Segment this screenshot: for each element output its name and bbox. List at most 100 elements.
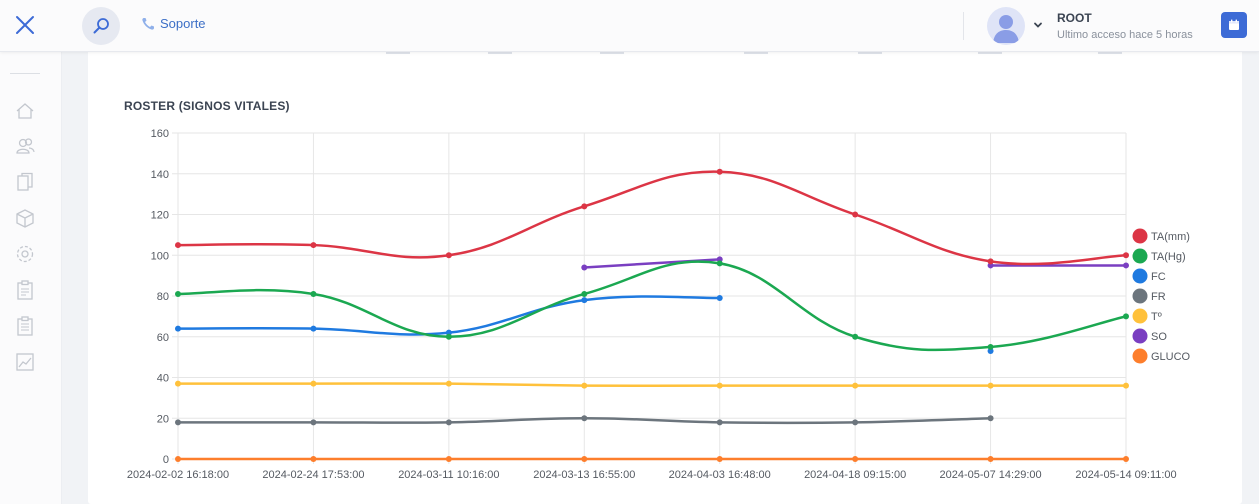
legend-marker xyxy=(1132,268,1148,284)
data-point xyxy=(852,382,859,389)
box-icon[interactable] xyxy=(14,207,36,229)
data-point xyxy=(987,258,994,265)
data-point xyxy=(852,211,859,218)
user-name: ROOT xyxy=(1057,11,1092,25)
support-link[interactable]: Soporte xyxy=(141,16,206,31)
data-point xyxy=(852,333,859,340)
data-point xyxy=(445,252,452,259)
user-avatar[interactable] xyxy=(987,7,1025,45)
chevron-down-icon[interactable] xyxy=(1032,18,1044,30)
data-point xyxy=(175,380,181,387)
data-point xyxy=(310,242,317,249)
tab-indicator xyxy=(744,52,768,54)
sidebar xyxy=(0,52,62,504)
tab-indicator xyxy=(978,52,1002,54)
data-point xyxy=(445,333,452,340)
data-point xyxy=(310,290,317,297)
data-point xyxy=(852,456,859,462)
legend-marker xyxy=(1132,288,1148,304)
tab-indicator xyxy=(600,52,624,54)
data-point xyxy=(987,382,994,389)
legend-marker xyxy=(1132,328,1148,344)
legend-label: SO xyxy=(1151,331,1167,343)
data-point xyxy=(987,343,994,350)
calendar-button[interactable] xyxy=(1221,12,1247,38)
data-point xyxy=(581,382,588,389)
data-point xyxy=(310,419,317,426)
y-tick-label: 0 xyxy=(163,454,169,466)
tab-indicator xyxy=(488,52,512,54)
gear-icon[interactable] xyxy=(14,243,36,265)
chart-line-icon[interactable] xyxy=(14,351,36,373)
legend-label: TA(Hg) xyxy=(1151,251,1186,263)
y-tick-label: 100 xyxy=(151,250,169,262)
data-point xyxy=(175,419,181,426)
series-line xyxy=(178,382,1126,388)
legend-label: TA(mm) xyxy=(1151,231,1190,243)
legend-marker xyxy=(1132,308,1148,324)
data-point xyxy=(581,264,588,271)
data-point xyxy=(716,295,723,302)
x-tick-label: 2024-03-11 10:16:00 xyxy=(398,469,499,481)
y-tick-label: 120 xyxy=(151,210,169,222)
data-point xyxy=(1123,313,1129,320)
data-point xyxy=(445,380,452,387)
header-divider xyxy=(963,12,964,40)
data-point xyxy=(445,456,452,462)
x-tick-label: 2024-02-24 17:53:00 xyxy=(262,469,364,481)
support-label: Soporte xyxy=(160,16,206,31)
data-point xyxy=(310,380,317,387)
data-point xyxy=(987,456,994,462)
close-icon[interactable] xyxy=(12,12,38,38)
data-point xyxy=(175,325,181,332)
data-point xyxy=(175,456,181,462)
data-point xyxy=(716,260,723,267)
data-point xyxy=(716,382,723,389)
legend-label: Tº xyxy=(1151,311,1162,323)
home-icon[interactable] xyxy=(14,100,36,122)
users-icon[interactable] xyxy=(14,135,36,157)
tab-indicator xyxy=(386,52,410,54)
chart-card xyxy=(88,52,1242,504)
phone-icon xyxy=(142,17,154,30)
legend-marker xyxy=(1132,248,1148,264)
data-point xyxy=(1123,262,1129,269)
data-point xyxy=(581,415,588,422)
y-tick-label: 160 xyxy=(151,128,169,140)
x-tick-label: 2024-03-13 16:55:00 xyxy=(533,469,635,481)
tab-indicator xyxy=(1098,52,1122,54)
clipboard-icon[interactable] xyxy=(14,279,36,301)
y-tick-label: 20 xyxy=(157,413,169,425)
legend-label: FR xyxy=(1151,291,1166,303)
chart-title: ROSTER (SIGNOS VITALES) xyxy=(124,99,290,113)
data-point xyxy=(716,456,723,462)
tab-indicator xyxy=(858,52,882,54)
calendar-icon xyxy=(1229,19,1239,30)
data-point xyxy=(310,325,317,332)
documents-icon[interactable] xyxy=(14,171,36,193)
legend-label: FC xyxy=(1151,271,1166,283)
x-tick-label: 2024-04-18 09:15:00 xyxy=(804,469,906,481)
y-tick-label: 40 xyxy=(157,373,169,385)
data-point xyxy=(445,419,452,426)
data-point xyxy=(310,456,317,462)
data-point xyxy=(581,290,588,297)
x-tick-label: 2024-05-07 14:29:00 xyxy=(939,469,1041,481)
x-tick-label: 2024-02-02 16:18:00 xyxy=(127,469,229,481)
series-line xyxy=(177,170,1127,266)
y-tick-label: 140 xyxy=(151,169,169,181)
search-icon xyxy=(93,18,109,34)
legend-marker xyxy=(1132,228,1148,244)
x-tick-label: 2024-04-03 16:48:00 xyxy=(669,469,771,481)
last-access: Ultimo acceso hace 5 horas xyxy=(1057,29,1193,41)
legend-label: GLUCO xyxy=(1151,351,1191,363)
series-line xyxy=(177,260,1127,352)
clipboard-list-icon[interactable] xyxy=(14,315,36,337)
data-point xyxy=(1123,456,1129,462)
data-point xyxy=(716,419,723,426)
data-point xyxy=(987,415,994,422)
series-line xyxy=(584,258,720,269)
x-tick-label: 2024-05-14 09:11:00 xyxy=(1075,469,1176,481)
search-button[interactable] xyxy=(82,7,120,45)
